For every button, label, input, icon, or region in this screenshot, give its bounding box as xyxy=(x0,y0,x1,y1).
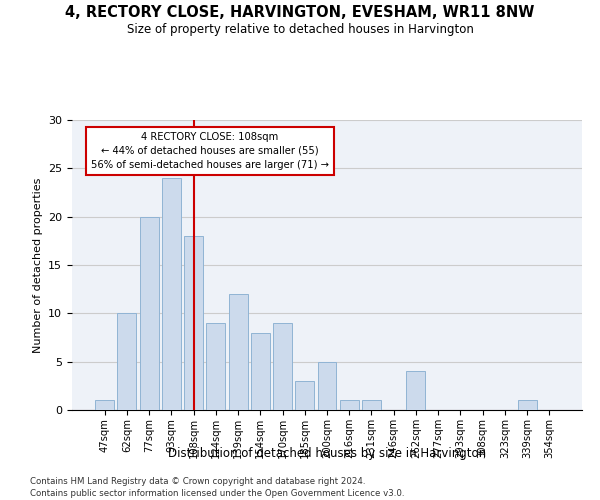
Text: Distribution of detached houses by size in Harvington: Distribution of detached houses by size … xyxy=(168,448,486,460)
Bar xyxy=(140,216,158,410)
Text: Contains public sector information licensed under the Open Government Licence v3: Contains public sector information licen… xyxy=(30,489,404,498)
Bar xyxy=(118,314,136,410)
Bar xyxy=(406,372,425,410)
Bar xyxy=(362,400,381,410)
Bar xyxy=(340,400,359,410)
Bar xyxy=(295,381,314,410)
Bar xyxy=(162,178,181,410)
Bar xyxy=(518,400,536,410)
Text: Contains HM Land Registry data © Crown copyright and database right 2024.: Contains HM Land Registry data © Crown c… xyxy=(30,478,365,486)
Bar xyxy=(184,236,203,410)
Bar xyxy=(251,332,270,410)
Text: 4, RECTORY CLOSE, HARVINGTON, EVESHAM, WR11 8NW: 4, RECTORY CLOSE, HARVINGTON, EVESHAM, W… xyxy=(65,5,535,20)
Bar xyxy=(206,323,225,410)
Bar xyxy=(229,294,248,410)
Text: 4 RECTORY CLOSE: 108sqm
← 44% of detached houses are smaller (55)
56% of semi-de: 4 RECTORY CLOSE: 108sqm ← 44% of detache… xyxy=(91,132,329,170)
Bar xyxy=(95,400,114,410)
Bar xyxy=(317,362,337,410)
Bar xyxy=(273,323,292,410)
Text: Size of property relative to detached houses in Harvington: Size of property relative to detached ho… xyxy=(127,22,473,36)
Y-axis label: Number of detached properties: Number of detached properties xyxy=(32,178,43,352)
